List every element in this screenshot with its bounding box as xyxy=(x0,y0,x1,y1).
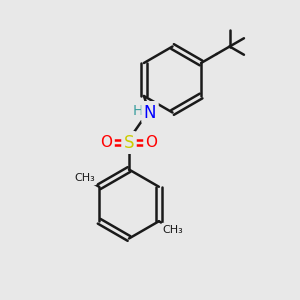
Text: CH₃: CH₃ xyxy=(74,173,95,184)
Text: N: N xyxy=(144,103,156,122)
Text: O: O xyxy=(100,135,112,150)
Text: CH₃: CH₃ xyxy=(163,224,184,235)
Text: O: O xyxy=(146,135,158,150)
Text: S: S xyxy=(124,134,134,152)
Text: H: H xyxy=(133,104,143,118)
